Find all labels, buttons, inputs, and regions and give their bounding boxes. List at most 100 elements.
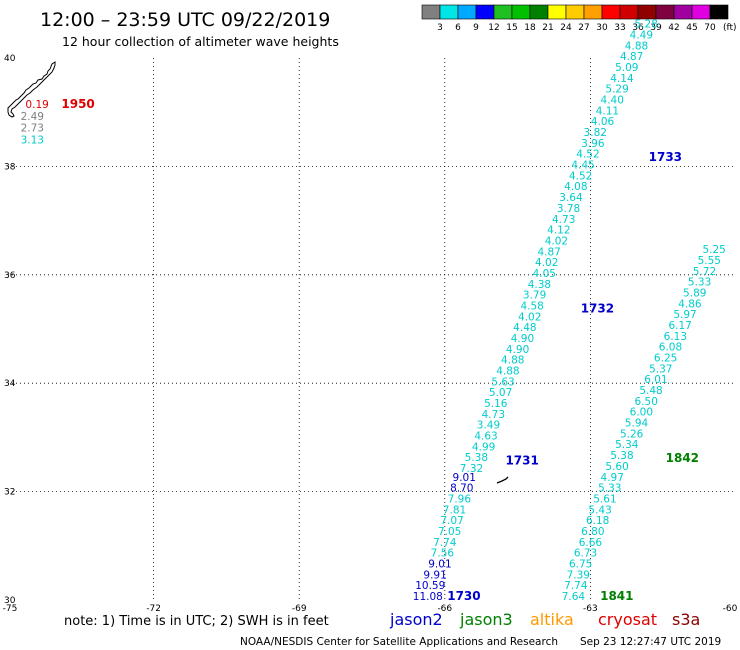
wave-height-label: 5.33 — [598, 483, 621, 495]
colorbar-tick-label: 30 — [596, 23, 608, 33]
wave-height-label: 5.61 — [593, 493, 616, 505]
wave-height-label: 10.59 — [415, 580, 445, 592]
wave-height-label: 5.37 — [649, 363, 672, 375]
track-t1732: 4.484.024.583.794.384.054.024.874.024.12… — [513, 127, 614, 334]
wave-height-label: 8.70 — [450, 483, 473, 495]
wave-height-label: 6.01 — [644, 374, 667, 386]
wave-height-label: 2.49 — [21, 111, 44, 123]
wave-height-label: 5.25 — [702, 244, 725, 256]
wave-height-label: 7.07 — [440, 515, 463, 527]
colorbar-tick-label: 6 — [455, 23, 461, 33]
wave-height-label: 5.26 — [620, 428, 644, 440]
footer-source: NOAA/NESDIS Center for Satellite Applica… — [240, 636, 558, 648]
units-note: note: 1) Time is in UTC; 2) SWH is in fe… — [64, 614, 329, 629]
wave-height-label: 4.97 — [601, 472, 624, 484]
colorbar-tick-label: 33 — [614, 23, 625, 33]
wave-height-label: 7.56 — [431, 548, 455, 560]
colorbar-tick-label: 12 — [488, 23, 499, 33]
wave-height-label: 5.38 — [610, 450, 633, 462]
lon-tick-label: -66 — [437, 604, 452, 614]
colorbar-swatch — [673, 4, 693, 20]
wave-height-label: 5.60 — [605, 461, 628, 473]
wave-height-label: 9.01 — [428, 558, 451, 570]
wave-height-label: 4.02 — [535, 257, 558, 269]
wave-height-label: 4.90 — [511, 333, 534, 345]
colorbar-swatch — [655, 4, 675, 20]
colorbar-swatch — [601, 4, 621, 20]
footer-timestamp: Sep 23 12:27:47 UTC 2019 — [580, 636, 721, 648]
lon-tick-label: -63 — [583, 604, 598, 614]
wave-height-label: 3.64 — [559, 192, 583, 204]
lon-tick-label: -60 — [723, 604, 738, 614]
wave-height-label: 5.09 — [615, 62, 638, 74]
wave-height-label: 7.39 — [567, 569, 590, 581]
coastline-shape — [7, 61, 56, 118]
wave-height-label: 4.14 — [610, 73, 634, 85]
wave-height-label: 5.89 — [683, 287, 706, 299]
wave-height-label: 3.79 — [523, 290, 546, 302]
colorbar-swatch — [511, 4, 531, 20]
wave-height-label: 4.52 — [576, 149, 599, 161]
wave-height-label: 6.17 — [668, 320, 691, 332]
colorbar-swatch — [547, 4, 567, 20]
satellite-cryosat: cryosat — [598, 610, 657, 629]
wave-height-label: 3.82 — [584, 127, 607, 139]
colorbar-swatch — [691, 4, 711, 20]
lat-tick-label: 32 — [4, 488, 15, 498]
wave-height-label: 6.80 — [581, 526, 604, 538]
wave-height-label: 4.02 — [545, 235, 568, 247]
lat-tick-label: 38 — [4, 162, 16, 172]
wave-height-label: 4.11 — [596, 105, 619, 117]
wave-height-label: 4.99 — [472, 441, 495, 453]
colorbar-tick-label: 39 — [650, 23, 662, 33]
lat-tick-label: 36 — [4, 271, 16, 281]
lat-tick-label: 30 — [4, 596, 16, 606]
lat-tick-label: 34 — [4, 379, 16, 389]
wave-height-label: 9.01 — [453, 472, 476, 484]
colorbar-swatch — [529, 4, 549, 20]
colorbar-swatch — [619, 4, 639, 20]
satellite-s3a: s3a — [672, 610, 700, 629]
wave-height-label: 4.88 — [496, 366, 519, 378]
colorbar-swatch — [637, 4, 657, 20]
pass-time-label: 1733 — [649, 150, 682, 164]
wave-height-label: 6.13 — [664, 331, 687, 343]
wave-height-label: 6.75 — [569, 558, 592, 570]
wave-height-label: 4.63 — [474, 431, 497, 443]
wave-height-label: 11.08 — [413, 591, 443, 603]
colorbar-tick-label: 9 — [473, 23, 479, 33]
pass-time-label: 1731 — [505, 454, 538, 468]
colorbar-tick-label: 24 — [560, 23, 572, 33]
altimeter-tracks: 0.192.492.733.13195011.0810.599.919.017.… — [21, 19, 726, 603]
wave-height-label: 4.49 — [630, 29, 653, 41]
wave-height-label: 5.34 — [615, 439, 639, 451]
colorbar-tick-label: 42 — [668, 23, 679, 33]
colorbar-tick-label: 21 — [542, 23, 553, 33]
wave-height-label: 4.88 — [625, 40, 648, 52]
wave-height-label: 7.05 — [438, 526, 461, 538]
pass-time-label: 1842 — [666, 451, 699, 465]
wave-height-label: 9.91 — [423, 569, 446, 581]
colorbar-swatch — [475, 4, 495, 20]
wave-height-label: 6.00 — [630, 407, 653, 419]
wave-height-label: 6.08 — [659, 342, 682, 354]
wave-height-label: 4.73 — [552, 214, 575, 226]
wave-height-label: 6.25 — [654, 353, 677, 365]
colorbar-swatch — [439, 4, 459, 20]
wave-height-label: 4.12 — [547, 225, 570, 237]
wave-height-label: 4.05 — [533, 268, 556, 280]
colorbar-swatch — [421, 4, 441, 20]
wave-height-label: 5.55 — [698, 255, 721, 267]
wave-height-label: 5.43 — [588, 504, 611, 516]
colorbar-tick-label: 27 — [578, 23, 589, 33]
wave-height-label: 5.94 — [625, 418, 649, 430]
wave-height-label: 4.02 — [518, 311, 541, 323]
lat-tick-label: 40 — [4, 54, 16, 64]
axis-labels: -75 -72 -69 -66 -63 -60 40 38 36 34 32 30 — [3, 54, 738, 614]
wave-height-label: 5.48 — [639, 385, 662, 397]
colorbar-swatch — [457, 4, 477, 20]
wave-height-label: 4.58 — [520, 300, 543, 312]
wave-height-label: 5.72 — [693, 266, 716, 278]
wave-height-label: 3.49 — [477, 420, 500, 432]
